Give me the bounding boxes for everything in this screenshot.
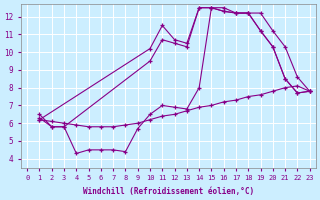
X-axis label: Windchill (Refroidissement éolien,°C): Windchill (Refroidissement éolien,°C): [83, 187, 254, 196]
